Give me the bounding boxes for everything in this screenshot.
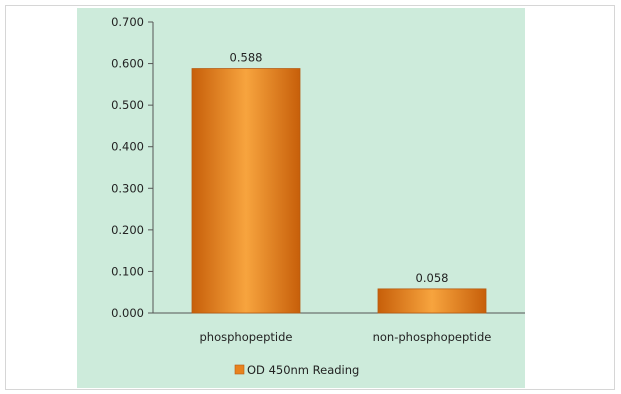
bars: 0.588 0.058	[191, 51, 487, 314]
y-tick-label: 0.400	[111, 140, 144, 154]
y-tick-label: 0.500	[111, 98, 144, 112]
legend-swatch	[234, 364, 245, 375]
bar	[191, 68, 301, 314]
y-tick-label: 0.200	[111, 223, 144, 237]
x-category-label: phosphopeptide	[200, 330, 293, 344]
x-category-label: non-phosphopeptide	[373, 330, 492, 344]
y-tick-label: 0.700	[111, 15, 144, 29]
data-label: 0.058	[416, 271, 449, 285]
legend: OD 450nm Reading	[234, 363, 359, 377]
bar	[377, 288, 487, 314]
data-label: 0.588	[230, 51, 263, 65]
y-tick-label: 0.300	[111, 181, 144, 195]
y-tick-label: 0.000	[111, 306, 144, 320]
legend-label: OD 450nm Reading	[247, 363, 359, 377]
y-tick-label: 0.600	[111, 57, 144, 71]
y-axis: 0.000 0.100 0.200 0.300 0.400 0.500 0.600 0.700	[111, 15, 525, 320]
x-axis-categories: phosphopeptide non-phosphopeptide	[200, 330, 492, 344]
chart-background	[77, 8, 525, 388]
y-tick-label: 0.100	[111, 264, 144, 278]
